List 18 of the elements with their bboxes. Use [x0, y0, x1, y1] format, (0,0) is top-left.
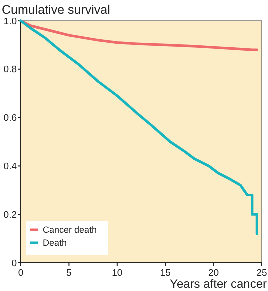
- x-axis-title: Years after cancer: [170, 277, 267, 291]
- x-tick-label: 10: [112, 268, 123, 279]
- y-tick-label: 0.2: [4, 210, 17, 221]
- legend-label: Death: [43, 238, 68, 248]
- y-tick-label: 0: [12, 258, 17, 270]
- x-tick-label: 25: [256, 268, 268, 279]
- x-tick-label: 20: [208, 268, 220, 279]
- x-tick-label: 0: [18, 268, 24, 279]
- y-tick-label: 0.6: [4, 113, 17, 124]
- line-series: [20, 20, 258, 236]
- x-tick-label: 5: [66, 268, 72, 279]
- chart-title: Cumulative survival: [2, 3, 110, 17]
- x-tick-label: 15: [160, 268, 171, 279]
- legend-label: Cancer death: [43, 225, 98, 236]
- y-tick-label: 1.0: [4, 16, 17, 28]
- y-tick-label: 0.4: [4, 162, 17, 173]
- line-series: [20, 20, 258, 52]
- y-tick-label: 0.8: [4, 64, 17, 76]
